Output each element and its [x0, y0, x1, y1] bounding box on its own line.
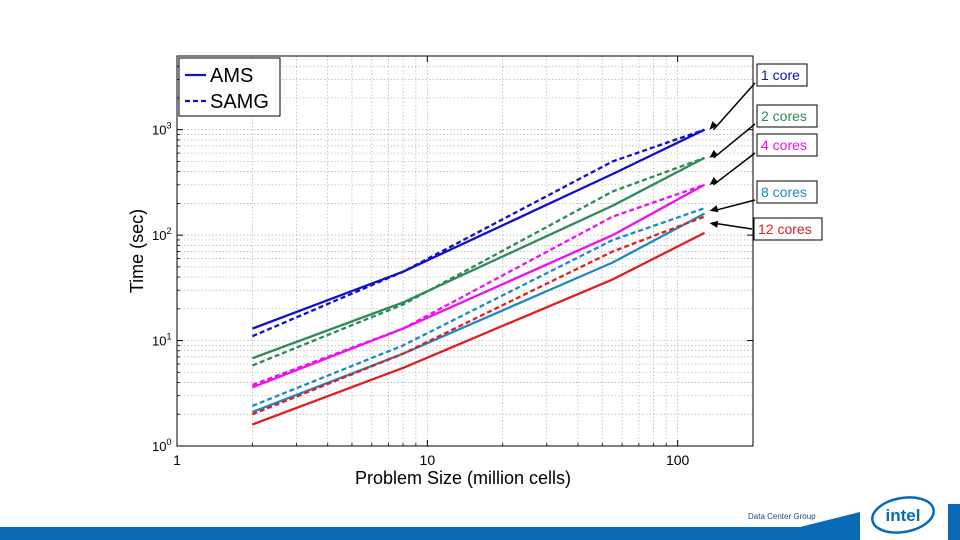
x-axis-label: Problem Size (million cells)	[355, 468, 571, 488]
axes: 1 10 100 100 101 102 103 Problem Size (million …	[127, 55, 754, 488]
footer-right-edge	[948, 504, 960, 540]
y-tick-label: 101	[152, 332, 171, 349]
series-line-samg-4-cores	[251, 183, 705, 386]
footer-bar	[0, 527, 960, 540]
plot-area	[177, 56, 753, 446]
data-center-group-label: Data Center Group	[748, 512, 816, 521]
footer-slant	[800, 512, 860, 527]
legend-label-samg: SAMG	[210, 91, 269, 113]
x-tick-label: 100	[666, 452, 690, 468]
x-tick-label: 1	[173, 452, 181, 468]
plot-background	[177, 56, 753, 446]
annotation-arrow-head	[709, 220, 719, 228]
intel-logo: intel	[871, 496, 935, 534]
annotation-arrow-shaft	[713, 222, 753, 230]
legend-box	[178, 57, 281, 117]
annotation-box-8-cores	[756, 180, 818, 204]
series-line-samg-2-cores	[251, 156, 705, 367]
y-tick-label: 103	[152, 121, 171, 138]
series-line-ams-1-core	[251, 128, 705, 330]
annotation-box-1-core	[756, 63, 808, 87]
annotation-arrow-shaft	[712, 82, 756, 131]
annotation-arrow-head	[709, 177, 719, 185]
annotation-arrow-shaft	[713, 199, 756, 212]
annotation-label-12-cores: 12 cores	[758, 221, 812, 237]
legend-label-ams: AMS	[210, 65, 253, 87]
annotation-box-4-cores	[756, 133, 818, 157]
y-tick-label: 102	[152, 226, 171, 243]
annotations: 1 core 2 cores 4 cores 8 cores 12 cores	[709, 63, 823, 241]
annotation-label-2-cores: 2 cores	[761, 108, 807, 124]
annotation-box-2-cores	[756, 104, 818, 128]
series-line-samg-8-cores	[251, 207, 705, 407]
series-line-samg-12-cores	[251, 215, 705, 416]
intel-logo-text: intel	[886, 506, 921, 525]
annotation-arrow-head	[709, 205, 719, 213]
annotation-label-1-core: 1 core	[761, 67, 800, 83]
annotation-arrow-shaft	[713, 123, 756, 159]
series-group	[251, 128, 706, 426]
annotation-arrow-head	[709, 121, 718, 130]
x-tick-label: 10	[420, 452, 436, 468]
series-line-ams-2-cores	[252, 156, 706, 360]
annotation-label-4-cores: 4 cores	[761, 137, 807, 153]
series-line-ams-12-cores	[251, 231, 706, 426]
annotation-arrow-shaft	[713, 152, 756, 186]
legend: AMS SAMG	[178, 57, 281, 117]
y-axis-label: Time (sec)	[127, 209, 147, 293]
annotation-arrow-head	[709, 150, 719, 158]
y-tick-label: 100	[152, 437, 171, 454]
annotation-box-12-cores	[753, 217, 823, 241]
axes-frame	[176, 55, 754, 447]
series-line-samg-1-core	[251, 128, 705, 338]
annotation-label-8-cores: 8 cores	[761, 184, 807, 200]
